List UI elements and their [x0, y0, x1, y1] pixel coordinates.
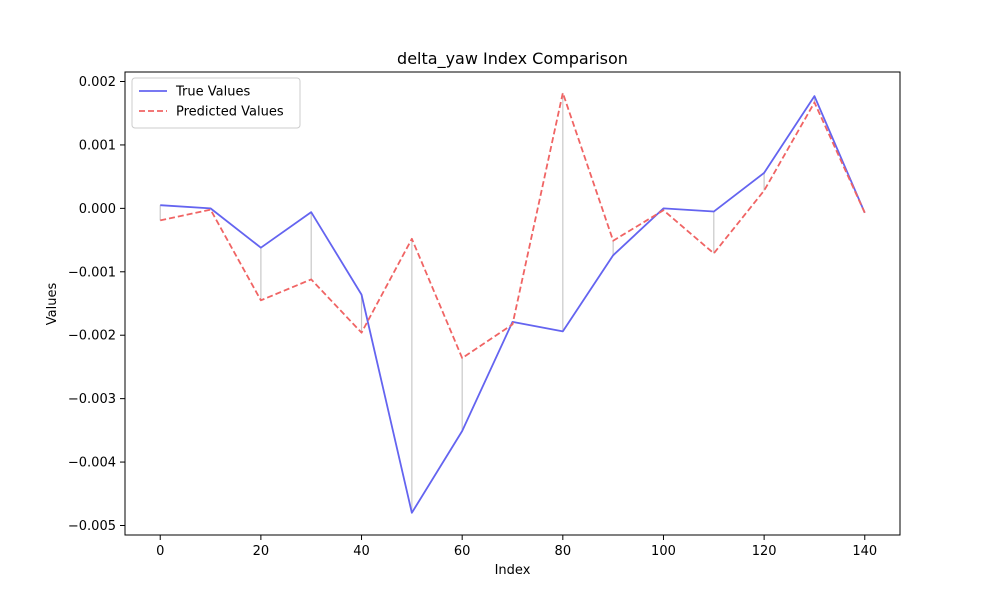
x-tick-label: 0 — [156, 544, 164, 559]
plot-frame — [124, 71, 901, 536]
x-tick-label: 20 — [253, 544, 270, 559]
legend-label: True Values — [175, 85, 250, 100]
y-tick-label: −0.003 — [68, 392, 116, 407]
series-line-predicted-values — [160, 92, 866, 359]
y-axis-label: Values — [45, 283, 60, 326]
legend-label: Predicted Values — [176, 105, 284, 120]
x-tick-label: 100 — [651, 544, 676, 559]
y-tick-label: 0.000 — [79, 202, 116, 217]
y-tick-label: 0.001 — [79, 138, 116, 153]
x-tick-label: 40 — [353, 544, 370, 559]
y-tick-label: −0.002 — [68, 329, 116, 344]
x-axis-label: Index — [495, 563, 531, 578]
series-lines — [160, 92, 866, 514]
axes: 0 20 40 60 80 100 120 140 0.002 0.001 0.000 −0.001 −… — [68, 71, 901, 559]
x-tick-label: 60 — [454, 544, 471, 559]
y-tick-label: −0.004 — [68, 456, 116, 471]
error-lines — [159, 92, 816, 513]
y-tick-label: −0.001 — [68, 265, 116, 280]
chart-title: delta_yaw Index Comparison — [397, 49, 628, 69]
x-tick-label: 120 — [752, 544, 777, 559]
x-tick-label: 140 — [852, 544, 877, 559]
y-tick-label: −0.005 — [68, 519, 116, 534]
series-line-true-values — [160, 95, 866, 514]
x-tick-label: 80 — [555, 544, 572, 559]
legend-box — [131, 77, 301, 129]
legend: True Values Predicted Values — [131, 77, 301, 129]
y-tick-label: 0.002 — [79, 75, 116, 90]
